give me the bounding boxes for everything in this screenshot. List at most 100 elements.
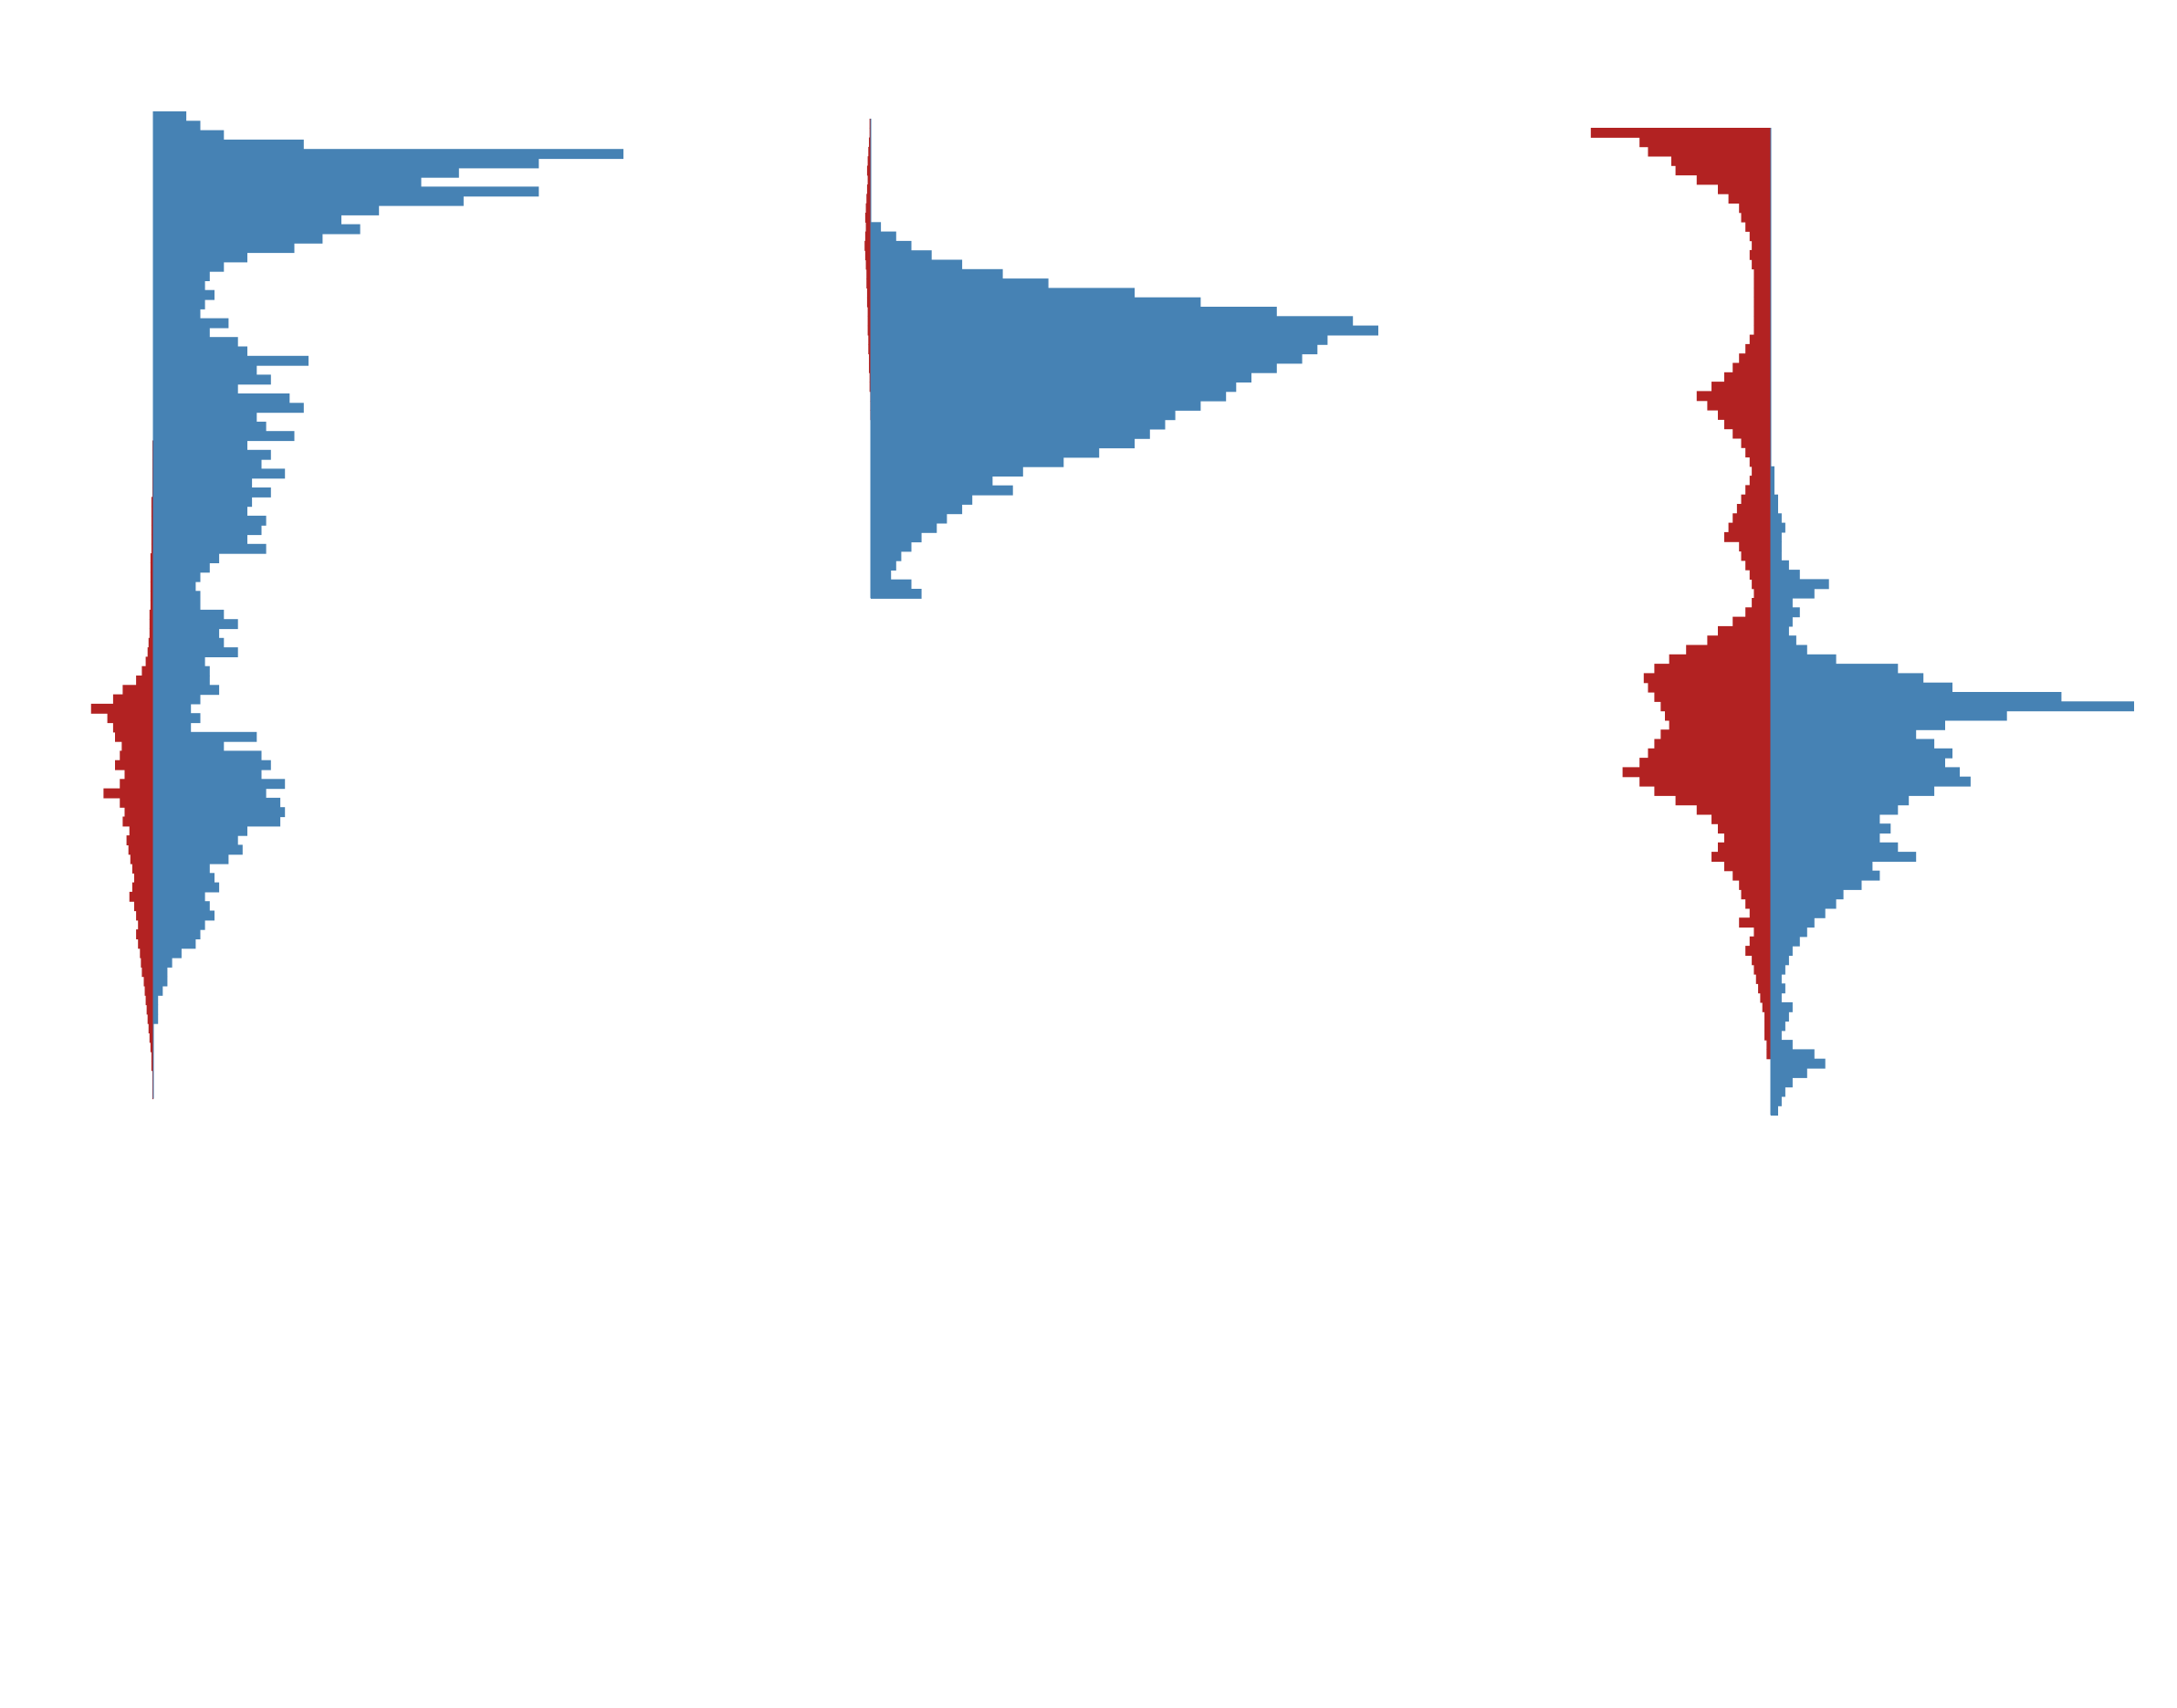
panel-2-left-bar — [867, 174, 871, 185]
panel-2-left-bar — [869, 119, 872, 129]
panel-3-right-bar — [1771, 1105, 1778, 1116]
panel-1 — [90, 111, 623, 1100]
panel-1-right-bar — [153, 797, 281, 808]
panel-2-right-bar — [871, 579, 912, 590]
panel-2-left-bar — [868, 334, 871, 345]
panel-2-left-bar — [868, 137, 871, 148]
panel-3-left-bar — [1739, 541, 1771, 552]
panel-1-right-bar — [153, 459, 262, 469]
panel-1-left-bar — [128, 844, 153, 855]
panel-1-right-bar — [153, 770, 262, 780]
panel-3-left-bar — [1675, 165, 1771, 176]
panel-2-right-bar — [871, 240, 912, 251]
panel-1-left-bar — [148, 1023, 154, 1033]
panel-3-left-bar — [1745, 343, 1771, 354]
panel-2-right-bar — [871, 456, 1064, 467]
panel-3-left-bar — [1660, 701, 1771, 712]
panel-1-right-bar — [153, 299, 205, 309]
panel-1-right-bar — [153, 731, 257, 742]
panel-2-right-bar — [871, 391, 1227, 402]
panel-3-left-bar — [1648, 682, 1772, 693]
panel-1-right-bar — [153, 449, 271, 460]
panel-3-left-bar — [1686, 644, 1771, 655]
panel-1-right-bar — [153, 929, 201, 939]
panel-3-left-bar — [1755, 974, 1771, 984]
panel-1-left-bar — [149, 628, 153, 639]
panel-1-left-bar — [151, 1061, 153, 1072]
panel-1-left-bar — [131, 864, 153, 874]
panel-3-left-bar — [1654, 739, 1771, 749]
panel-3-left-bar — [1749, 456, 1771, 467]
panel-2-left-bar — [866, 165, 872, 176]
panel-3-left-bar — [1670, 155, 1771, 166]
panel-3-left-bar — [1711, 813, 1772, 824]
panel-1-right-bar — [153, 665, 210, 676]
panel-3-left-bar — [1753, 306, 1772, 317]
panel-1-right-bar — [153, 233, 323, 244]
panel-2-right-bar — [871, 401, 1201, 411]
panel-1-left-bar — [150, 591, 153, 602]
panel-3 — [1590, 128, 2134, 1116]
panel-1-left-bar — [145, 656, 153, 667]
panel-3-right-bar — [1771, 936, 1800, 947]
panel-1-left-bar — [136, 910, 153, 921]
panel-3-left-bar — [1749, 334, 1771, 345]
panel-1-left-bar — [115, 731, 153, 742]
panel-1-right-bar — [153, 938, 196, 949]
panel-1-right-bar — [153, 656, 205, 667]
panel-3-left-bar — [1739, 880, 1771, 890]
panel-3-left-bar — [1739, 203, 1771, 214]
panel-3-left-bar — [1752, 240, 1772, 251]
panel-1-left-bar — [151, 515, 153, 526]
panel-1-right-bar — [153, 365, 257, 375]
panel-1-right-bar — [153, 355, 309, 366]
panel-3-left-bar — [1752, 955, 1772, 966]
panel-1-left-bar — [144, 985, 153, 996]
panel-2-left-bar — [867, 156, 871, 167]
panel-1-right-bar — [153, 807, 286, 818]
panel-3-left-bar — [1741, 550, 1772, 561]
panel-1-left-bar — [149, 609, 153, 620]
panel-2-right-bar — [871, 259, 963, 270]
panel-3-left-bar — [1764, 1030, 1772, 1041]
panel-1-right-bar — [153, 816, 281, 827]
panel-3-right-bar — [1771, 1068, 1807, 1078]
panel-3-right-bar — [1771, 504, 1778, 514]
panel-1-left-bar — [141, 958, 154, 968]
panel-2-left-bar — [868, 362, 871, 373]
panel-3-right-bar — [1771, 1077, 1793, 1088]
panel-2-right-bar — [871, 250, 932, 261]
panel-1-right-bar — [153, 195, 464, 206]
panel-1-left-bar — [120, 750, 154, 761]
panel-1-right-bar — [153, 685, 220, 696]
panel-1-right-bar — [153, 854, 229, 864]
panel-1-right-bar — [153, 948, 182, 959]
panel-3-right-bar — [1771, 1030, 1782, 1041]
panel-1-left-bar — [149, 1032, 153, 1043]
panel-2-right-bar — [871, 504, 963, 515]
panel-3-left-bar — [1745, 485, 1771, 496]
panel-3-left-bar — [1718, 183, 1771, 194]
panel-3-right-bar — [1771, 992, 1782, 1003]
panel-1-right-bar — [153, 873, 215, 884]
panel-1-right-bar — [153, 309, 201, 320]
panel-2-right-bar — [871, 532, 922, 543]
panel-1-left-bar — [148, 637, 154, 648]
panel-1-right-bar — [153, 901, 210, 912]
panel-3-right-bar — [1771, 964, 1785, 975]
panel-1-right-bar — [153, 741, 225, 751]
panel-3-right-bar — [1771, 758, 1945, 768]
panel-3-right-bar — [1771, 1058, 1826, 1069]
panel-1-right-bar — [153, 582, 196, 592]
panel-1-right-bar — [153, 647, 238, 657]
panel-1-right-bar — [153, 215, 341, 225]
panel-3-left-bar — [1739, 353, 1771, 364]
panel-3-right-bar — [1771, 607, 1800, 618]
panel-1-left-bar — [136, 929, 153, 939]
panel-1-right-bar — [153, 111, 187, 121]
panel-3-right-bar — [1771, 494, 1778, 505]
panel-3-left-bar — [1753, 588, 1772, 599]
panel-3-left-bar — [1752, 579, 1772, 590]
panel-1-left-bar — [126, 835, 153, 845]
